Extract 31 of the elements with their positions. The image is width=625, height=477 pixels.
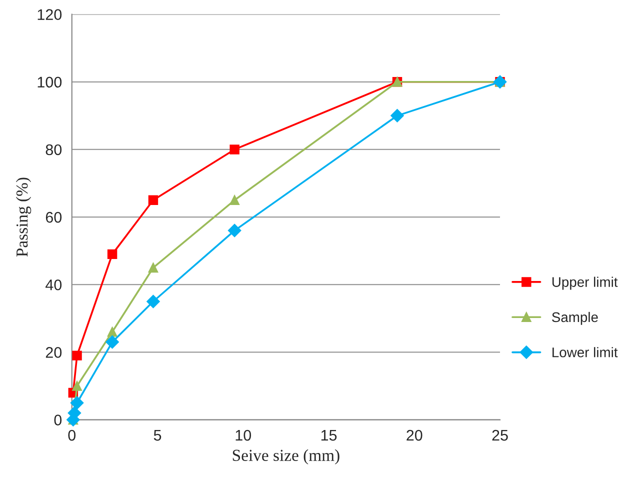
y-tick-label: 40 xyxy=(46,279,62,290)
legend-label: Upper limit xyxy=(552,276,618,290)
x-tick-label: 10 xyxy=(236,430,252,441)
point xyxy=(107,327,118,337)
x-tick-label: 20 xyxy=(406,430,422,441)
point xyxy=(72,350,82,360)
y-tick-label: 60 xyxy=(46,212,62,223)
y-axis-title: Passing (%) xyxy=(16,178,32,257)
x-tick-label: 5 xyxy=(154,430,162,441)
point xyxy=(390,109,404,122)
legend-label: Lower limit xyxy=(552,347,618,358)
point xyxy=(230,144,240,154)
point xyxy=(148,195,158,206)
point xyxy=(230,195,240,206)
point xyxy=(228,224,242,238)
legend-label: Sample xyxy=(552,312,598,325)
y-tick-label: 0 xyxy=(54,414,62,426)
x-axis-title: Seive size (mm) xyxy=(232,449,340,464)
point xyxy=(106,335,119,349)
x-tick-label: 0 xyxy=(68,430,76,441)
y-tick-label: 120 xyxy=(38,9,62,20)
x-tick-label: 25 xyxy=(492,430,508,441)
y-tick-label: 80 xyxy=(46,144,62,156)
point xyxy=(107,249,118,260)
y-tick-label: 100 xyxy=(38,76,62,88)
point xyxy=(70,396,84,410)
point xyxy=(146,294,160,308)
point xyxy=(72,381,82,391)
point xyxy=(148,262,158,273)
y-tick-label: 20 xyxy=(46,347,62,358)
x-tick-label: 15 xyxy=(321,430,337,441)
